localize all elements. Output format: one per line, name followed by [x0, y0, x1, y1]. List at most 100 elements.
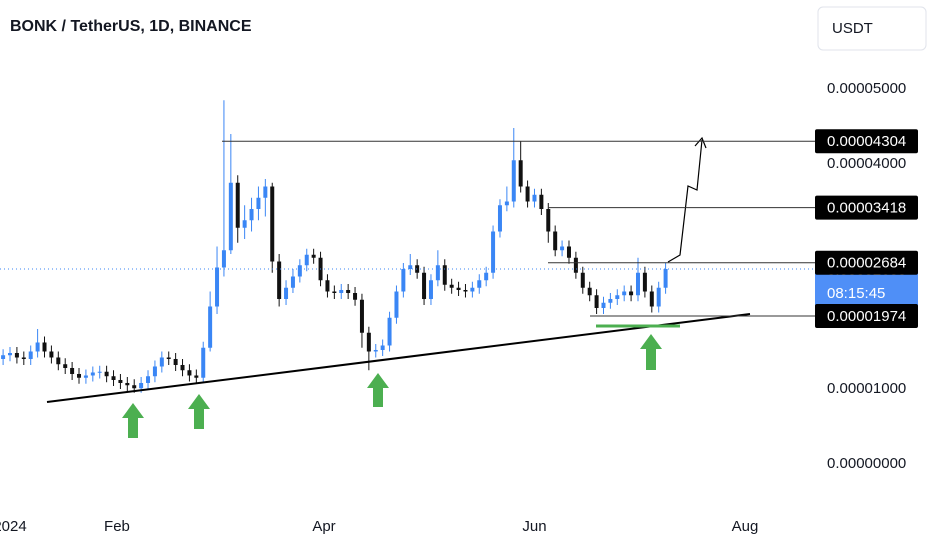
candle-body [325, 280, 330, 292]
candle-body [28, 351, 33, 359]
candle-body [297, 265, 302, 277]
candle-body [70, 367, 75, 374]
currency-button[interactable] [817, 6, 927, 51]
candle-body [560, 246, 565, 251]
candle-body [83, 375, 88, 378]
candle-body [125, 382, 130, 386]
candle-body [663, 268, 668, 288]
candle-body [442, 265, 447, 285]
candle-body [290, 276, 295, 288]
projection-arrowhead [694, 136, 707, 149]
up-arrow [367, 373, 389, 407]
candle-body [553, 231, 558, 251]
candle-body [601, 302, 606, 308]
candle-body [539, 194, 544, 210]
candle-body [256, 197, 261, 210]
candle-body [422, 272, 427, 299]
candle-body [56, 357, 61, 365]
candle-body [594, 295, 599, 308]
candle-body [428, 280, 433, 299]
candle-body [42, 342, 47, 352]
x-tick-label: Apr [312, 518, 335, 535]
candle-body [373, 349, 378, 352]
candle-body [580, 272, 585, 288]
candle-body [470, 287, 475, 292]
candle-body [242, 220, 247, 228]
candle-body [491, 231, 496, 273]
candle-body [387, 317, 392, 346]
candle-body [408, 265, 413, 269]
candle-body [208, 306, 213, 348]
level-label: 0.00001974 [827, 308, 906, 325]
up-arrow [122, 403, 144, 438]
candle-body [366, 332, 371, 352]
candle-body [166, 357, 171, 359]
candle-body [14, 352, 19, 358]
candle-body [497, 205, 502, 232]
candle-body [629, 291, 634, 296]
candle-body [146, 376, 151, 383]
x-tick-label: Feb [104, 518, 130, 535]
candle-body [484, 272, 489, 281]
candle-body [284, 287, 289, 299]
up-arrow [188, 394, 210, 429]
candle-body [435, 265, 440, 281]
candle-body [525, 186, 530, 202]
y-tick-label: 0.00001000 [827, 380, 906, 397]
candle-body [139, 382, 144, 389]
candle-body [477, 280, 482, 288]
candle-body [518, 160, 523, 187]
candle-body [180, 364, 185, 371]
candle-body [152, 366, 157, 377]
candle-body [380, 345, 385, 350]
candle-body [90, 372, 95, 376]
countdown-label: 08:15:45 [827, 285, 885, 302]
candle-body [35, 342, 40, 352]
candle-body [415, 265, 420, 273]
candle-body [201, 347, 206, 378]
candle-body [1, 355, 6, 359]
candle-body [277, 261, 282, 299]
candle-body [118, 379, 123, 383]
candle-body [656, 287, 661, 307]
candle-body [221, 250, 226, 268]
candle-body [228, 182, 233, 251]
candle-body [49, 351, 54, 358]
level-label: 0.00003418 [827, 200, 906, 217]
candle-body [456, 287, 461, 290]
arrows [122, 334, 662, 438]
candle-body [263, 186, 268, 198]
candle-body [173, 358, 178, 365]
candle-body [8, 352, 13, 356]
level-box [815, 250, 918, 275]
y-tick-label: 0.00000000 [827, 455, 906, 472]
candle-body [566, 246, 571, 258]
candle-body [249, 209, 254, 221]
candle-body [187, 370, 192, 376]
candle-body [235, 182, 240, 228]
candle-body [332, 291, 337, 293]
up-arrow [640, 334, 662, 370]
candle-body [159, 357, 164, 367]
projection-path [667, 139, 703, 263]
candle-body [304, 254, 309, 266]
level-label: 0.00002684 [827, 255, 906, 272]
candle-body [104, 371, 109, 377]
candles [1, 100, 668, 393]
candle-body [573, 257, 578, 273]
candle-body [339, 289, 344, 293]
x-tick-label: Jun [522, 518, 546, 535]
candle-body [622, 291, 627, 296]
candle-body [504, 201, 509, 206]
candle-body [353, 292, 358, 300]
candle-body [394, 291, 399, 318]
level-box [815, 129, 918, 154]
candle-body [132, 385, 137, 389]
currency-label[interactable]: USDT [832, 20, 873, 37]
level-box [815, 303, 918, 328]
y-tick-label: 0.00005000 [827, 80, 906, 97]
candle-body [615, 295, 620, 299]
candle-body [111, 376, 116, 380]
